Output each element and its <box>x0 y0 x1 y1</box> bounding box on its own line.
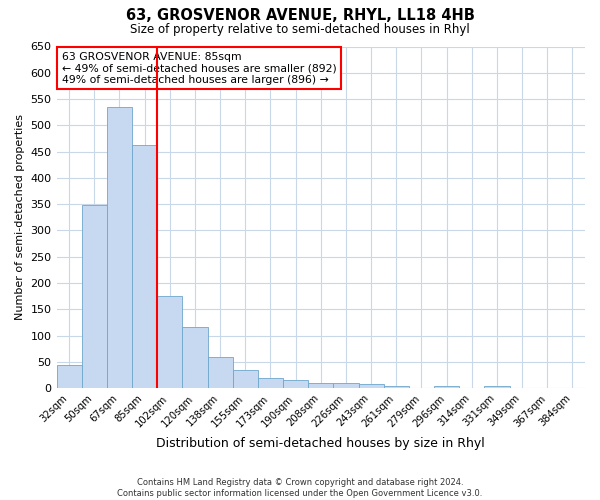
Bar <box>208 356 233 388</box>
Text: 63 GROSVENOR AVENUE: 85sqm
← 49% of semi-detached houses are smaller (892)
49% o: 63 GROSVENOR AVENUE: 85sqm ← 49% of semi… <box>62 52 337 85</box>
Y-axis label: Number of semi-detached properties: Number of semi-detached properties <box>15 114 25 320</box>
Bar <box>258 378 283 388</box>
Bar <box>107 107 132 388</box>
X-axis label: Distribution of semi-detached houses by size in Rhyl: Distribution of semi-detached houses by … <box>157 437 485 450</box>
Bar <box>334 383 359 388</box>
Bar <box>434 386 459 388</box>
Bar <box>132 145 157 388</box>
Text: Size of property relative to semi-detached houses in Rhyl: Size of property relative to semi-detach… <box>130 22 470 36</box>
Text: 63, GROSVENOR AVENUE, RHYL, LL18 4HB: 63, GROSVENOR AVENUE, RHYL, LL18 4HB <box>125 8 475 22</box>
Bar <box>359 384 383 388</box>
Bar <box>233 370 258 388</box>
Text: Contains HM Land Registry data © Crown copyright and database right 2024.
Contai: Contains HM Land Registry data © Crown c… <box>118 478 482 498</box>
Bar <box>283 380 308 388</box>
Bar <box>383 386 409 388</box>
Bar <box>82 206 107 388</box>
Bar <box>484 386 509 388</box>
Bar <box>157 296 182 388</box>
Bar <box>56 364 82 388</box>
Bar <box>182 326 208 388</box>
Bar <box>308 383 334 388</box>
